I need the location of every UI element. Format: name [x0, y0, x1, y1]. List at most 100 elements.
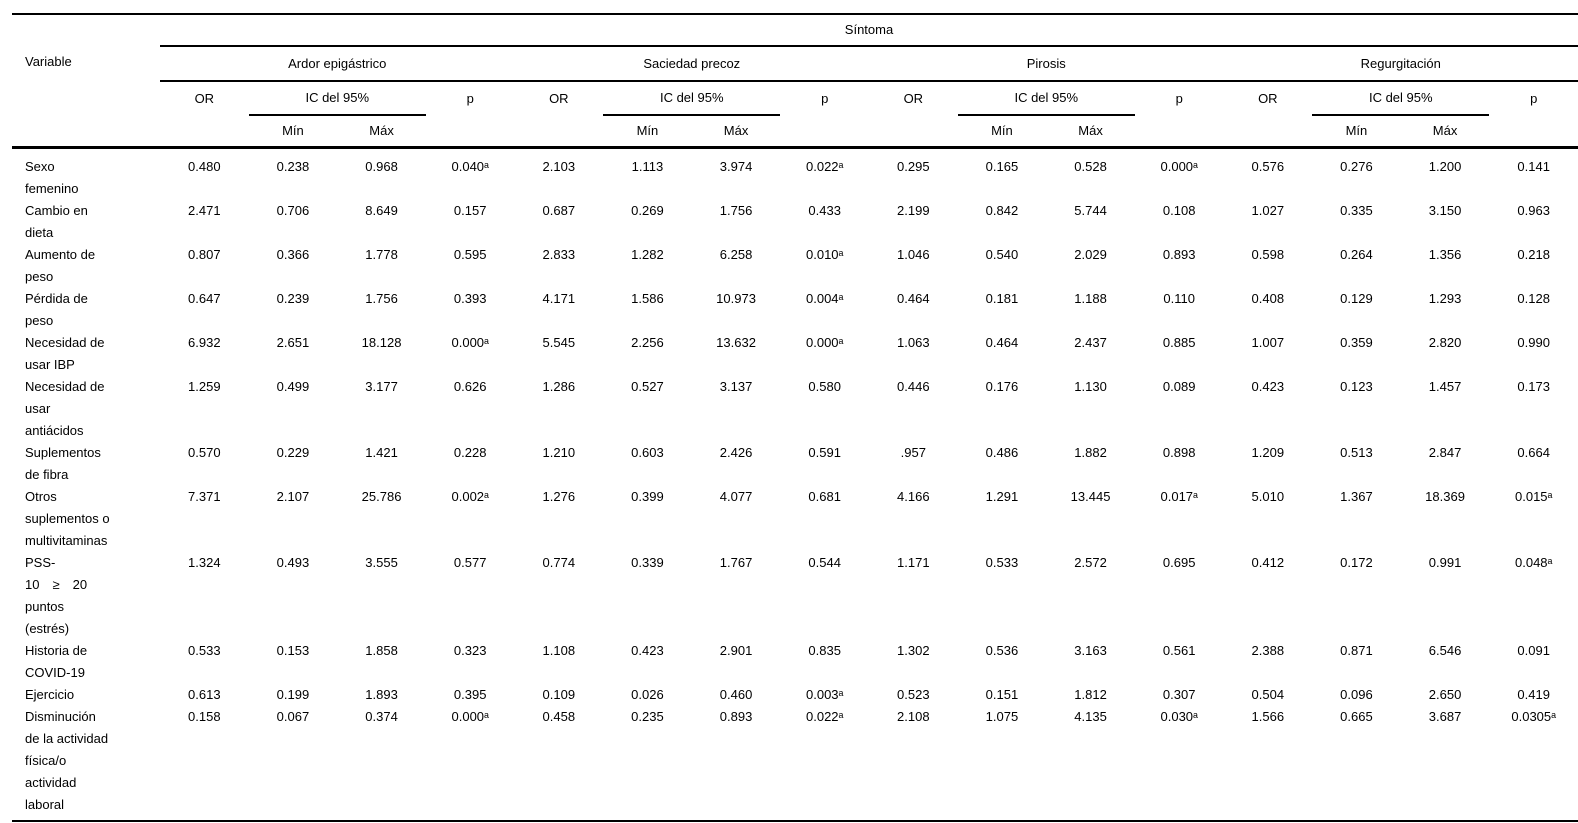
value-cell: 0.687 [542, 203, 576, 218]
value-cell: 2.437 [1074, 335, 1107, 350]
value-cell: 0.269 [631, 203, 664, 218]
value-cell: 0.153 [276, 643, 310, 658]
value-cell: 0.544 [808, 555, 841, 570]
ic95-header: IC del 95% [1312, 81, 1490, 116]
value-cell: 1.259 [188, 379, 221, 394]
value-cell: 1.882 [1074, 445, 1107, 460]
value-cell: 0.598 [1251, 247, 1285, 262]
value-cell: 0.004ᵃ [806, 291, 844, 306]
value-cell: 0.423 [1251, 379, 1285, 394]
group-header-ardor-epigastrico: Ardor epigástrico [160, 46, 515, 82]
value-cell: 3.150 [1428, 203, 1462, 218]
value-cell: 2.650 [1428, 687, 1462, 702]
value-cell: 0.446 [897, 379, 930, 394]
value-cell: 4.166 [897, 489, 930, 504]
value-cell: 0.647 [188, 291, 221, 306]
value-cell: 0.181 [985, 291, 1019, 306]
row-label: Necesidad de usar IBP [25, 335, 105, 372]
ic95-header: IC del 95% [603, 81, 781, 116]
value-cell: 0.295 [897, 159, 930, 174]
value-cell: 1.756 [719, 203, 753, 218]
spacer-cell [1489, 115, 1578, 149]
value-cell: 0.172 [1340, 555, 1373, 570]
value-cell: 0.990 [1517, 335, 1550, 350]
ic95-header: IC del 95% [248, 81, 426, 116]
value-cell: 0.399 [631, 489, 664, 504]
value-cell: .957 [900, 445, 926, 460]
table-row: Historia de COVID-19 0.533 0.153 1.858 0.323… [12, 640, 1578, 684]
value-cell: 1.282 [631, 247, 664, 262]
value-cell: 1.027 [1251, 203, 1285, 218]
value-cell: 2.820 [1428, 335, 1462, 350]
value-cell: 0.017ᵃ [1160, 489, 1198, 504]
value-cell: 1.421 [365, 445, 398, 460]
value-cell: 1.457 [1428, 379, 1462, 394]
value-cell: 0.010ᵃ [806, 247, 844, 262]
value-cell: 0.000ᵃ [1160, 159, 1198, 174]
value-cell: 0.681 [808, 489, 841, 504]
value-cell: 2.103 [542, 159, 576, 174]
value-cell: 0.871 [1340, 643, 1373, 658]
table-row: Otros suplementos o multivitaminas 7.371 2… [12, 486, 1578, 552]
value-cell: 18.369 [1425, 489, 1465, 504]
value-cell: 0.464 [897, 291, 930, 306]
value-cell: 13.632 [716, 335, 756, 350]
value-cell: 2.199 [897, 203, 930, 218]
value-cell: 1.767 [719, 555, 753, 570]
value-cell: 1.302 [897, 643, 930, 658]
table-row: Pérdida de peso 0.647 0.239 1.756 0.393 4.171… [12, 288, 1578, 332]
value-cell: 1.063 [897, 335, 930, 350]
value-cell: 2.847 [1428, 445, 1462, 460]
value-cell: 25.786 [361, 489, 402, 504]
value-cell: 1.812 [1074, 687, 1107, 702]
min-header: Mín [957, 115, 1047, 149]
value-cell: 0.393 [453, 291, 487, 306]
value-cell: 0.893 [1162, 247, 1196, 262]
value-cell: 3.974 [719, 159, 753, 174]
value-cell: 8.649 [365, 203, 398, 218]
value-cell: 2.256 [631, 335, 664, 350]
value-cell: 0.626 [453, 379, 487, 394]
value-cell: 0.239 [276, 291, 310, 306]
value-cell: 1.756 [365, 291, 398, 306]
variable-column-header: Variable [12, 13, 160, 149]
value-cell: 0.595 [453, 247, 487, 262]
table-row: Necesidad de usar IBP 6.932 2.651 18.128 0.0… [12, 332, 1578, 376]
value-cell: 0.359 [1340, 335, 1373, 350]
value-cell: 0.048ᵃ [1515, 555, 1553, 570]
header-row-sintoma: Variable Síntoma [12, 13, 1578, 149]
value-cell: 1.188 [1074, 291, 1107, 306]
ic95-header: IC del 95% [957, 81, 1135, 116]
value-cell: 2.107 [276, 489, 310, 504]
table-row: PSS- 10 ≥ 20 puntos (estrés) 1.324 0.493 3.… [12, 552, 1578, 640]
value-cell: 0.129 [1340, 291, 1373, 306]
table-row: Necesidad de usar antiácidos 1.259 0.499 3.… [12, 376, 1578, 442]
value-cell: 0.536 [985, 643, 1019, 658]
row-label: Cambio en dieta [25, 203, 88, 240]
value-cell: 4.077 [719, 489, 753, 504]
row-label: Sexo femenino [25, 159, 79, 196]
table-row: Disminución de la actividad física/o act… [12, 706, 1578, 822]
value-cell: 0.580 [808, 379, 841, 394]
value-cell: 1.286 [542, 379, 576, 394]
value-cell: 0.022ᵃ [806, 159, 844, 174]
spacer-cell [1134, 115, 1224, 149]
value-cell: 1.171 [897, 555, 930, 570]
value-cell: 0.774 [542, 555, 576, 570]
value-cell: 0.460 [719, 687, 753, 702]
value-cell: 4.135 [1046, 706, 1135, 822]
value-cell: 0.091 [1517, 643, 1550, 658]
value-cell: 0.577 [453, 555, 487, 570]
value-cell: 0.528 [1074, 159, 1107, 174]
value-cell: 0.030ᵃ [1134, 706, 1224, 822]
value-cell: 0.264 [1340, 247, 1373, 262]
value-cell: 0.963 [1517, 203, 1550, 218]
row-label: PSS- 10 ≥ 20 puntos (estrés) [25, 555, 88, 636]
value-cell: 0.165 [985, 159, 1019, 174]
value-cell: 0.335 [1340, 203, 1373, 218]
value-cell: 0.229 [276, 445, 310, 460]
value-cell: 0.706 [276, 203, 310, 218]
value-cell: 0.527 [631, 379, 664, 394]
value-cell: 2.108 [869, 706, 958, 822]
value-cell: 0.173 [1517, 379, 1550, 394]
